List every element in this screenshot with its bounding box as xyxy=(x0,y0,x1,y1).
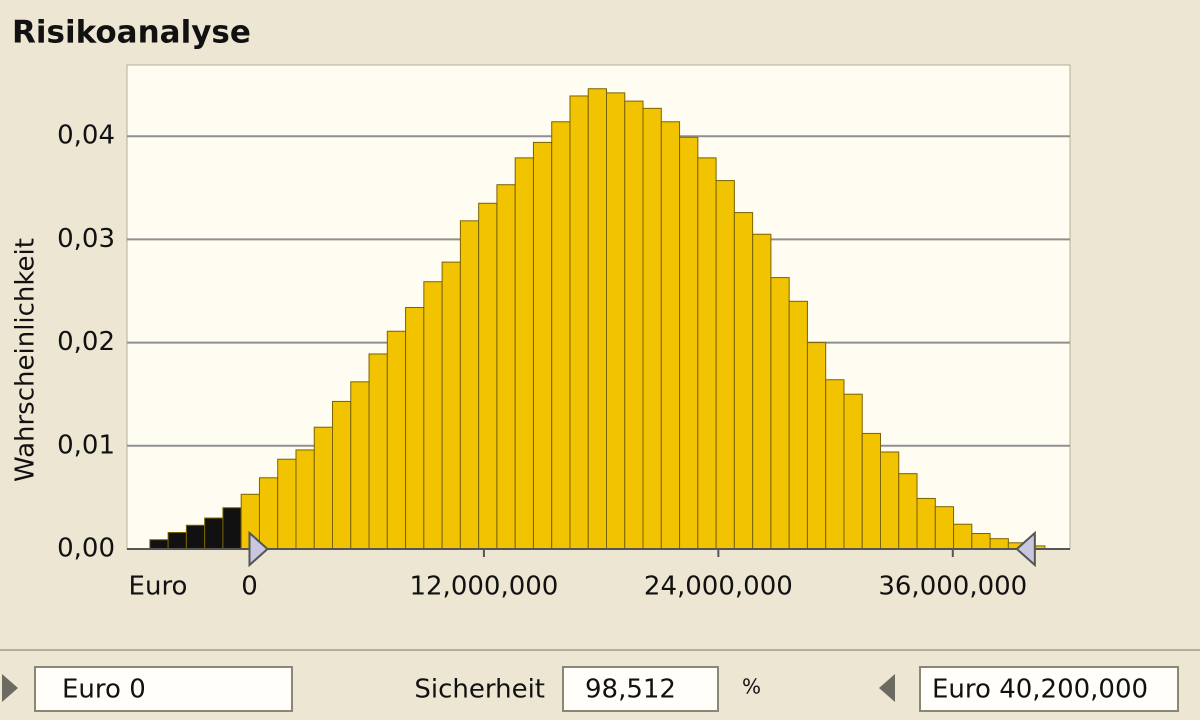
bar xyxy=(660,121,681,550)
bar xyxy=(806,342,827,550)
bar xyxy=(587,88,608,550)
bar xyxy=(606,92,626,550)
bar xyxy=(642,107,662,550)
x-tick-label: 36,000,000 xyxy=(878,572,1027,602)
x-axis-label: Euro xyxy=(129,572,188,602)
bar xyxy=(770,277,790,550)
upper-field[interactable] xyxy=(919,666,1179,712)
bar xyxy=(843,393,863,550)
bar xyxy=(715,180,735,550)
y-tick-label: 0,01 xyxy=(57,430,115,460)
bar xyxy=(861,432,882,550)
bar xyxy=(532,141,553,550)
bar xyxy=(386,330,407,550)
bar xyxy=(825,379,845,550)
bar xyxy=(295,449,315,550)
bar xyxy=(733,212,754,550)
upper-field-text: Euro 40,200,000 xyxy=(932,675,1148,705)
bar xyxy=(752,233,772,550)
bar xyxy=(880,451,900,550)
x-tick-label: 12,000,000 xyxy=(409,572,558,602)
bar xyxy=(514,157,534,550)
lower-marker xyxy=(248,530,269,568)
bar xyxy=(934,506,955,550)
bar xyxy=(204,517,224,550)
lower-field[interactable] xyxy=(34,666,293,712)
bar xyxy=(350,381,370,550)
bar xyxy=(679,136,699,550)
x-tick-label: 24,000,000 xyxy=(644,572,793,602)
bar xyxy=(697,157,717,550)
bar xyxy=(989,538,1009,550)
bar xyxy=(167,531,187,550)
bar xyxy=(971,533,991,550)
y-tick-label: 0,04 xyxy=(57,121,115,151)
bar xyxy=(332,400,352,550)
right-arrow[interactable] xyxy=(879,674,895,702)
certainty-field[interactable] xyxy=(562,666,719,712)
y-tick-label: 0,02 xyxy=(57,327,115,357)
upper-marker xyxy=(1015,530,1036,568)
lower-field-text: Euro 0 xyxy=(62,675,146,705)
bar xyxy=(569,95,589,550)
title: Risikoanalyse xyxy=(12,15,251,51)
x-tick-label: 0 xyxy=(241,572,258,602)
bar xyxy=(916,497,936,550)
bar xyxy=(441,261,461,550)
y-axis-label: Wahrscheinlichkeit xyxy=(11,238,41,482)
bar xyxy=(405,307,425,550)
bar xyxy=(478,202,498,550)
bar xyxy=(277,458,297,550)
certainty-unit: % xyxy=(742,675,761,699)
left-arrow[interactable] xyxy=(2,674,18,702)
bar xyxy=(496,184,516,550)
bar xyxy=(222,507,242,550)
bar xyxy=(788,300,808,550)
bar xyxy=(423,281,443,550)
bar xyxy=(898,473,918,550)
bar xyxy=(624,100,644,550)
bar xyxy=(185,524,206,550)
certainty-label: Sicherheit xyxy=(414,675,545,705)
bar xyxy=(459,220,480,550)
bar xyxy=(551,121,571,550)
bar xyxy=(313,426,334,550)
certainty-value: 98,512 xyxy=(585,675,676,705)
bar xyxy=(953,523,973,550)
bar xyxy=(149,539,169,550)
bar xyxy=(368,353,388,550)
y-tick-label: 0,03 xyxy=(57,224,115,254)
bar xyxy=(258,477,279,550)
y-tick-label: 0,00 xyxy=(57,534,115,564)
